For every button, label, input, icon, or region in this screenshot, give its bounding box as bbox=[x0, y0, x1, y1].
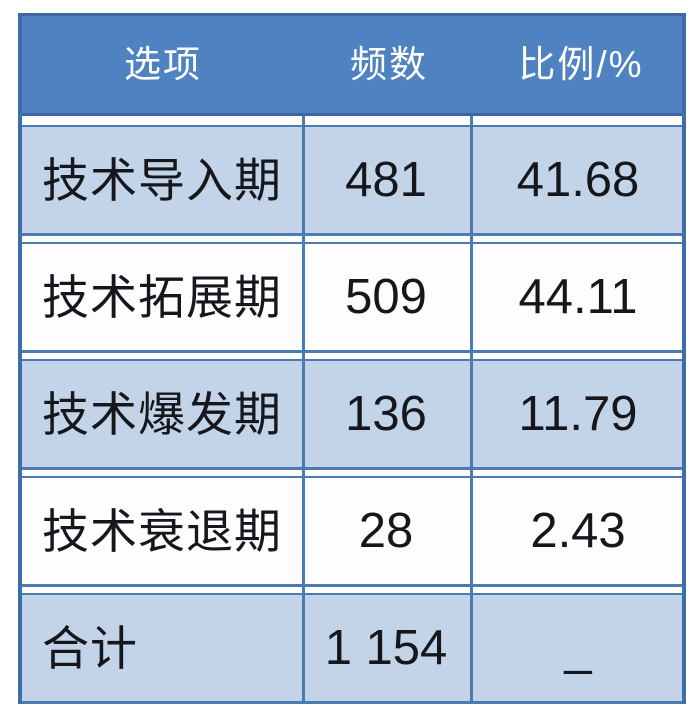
cell-frequency: 136 bbox=[345, 386, 427, 441]
column-header-option: 选项 bbox=[124, 44, 202, 85]
cell-frequency: 481 bbox=[345, 152, 427, 207]
cell-percent: 44.11 bbox=[518, 269, 638, 324]
cell-frequency: 509 bbox=[345, 269, 427, 324]
table-border-right bbox=[682, 13, 686, 704]
table-row: 技术导入期 481 41.68 bbox=[18, 125, 686, 236]
table-row-total: 合计 1 154 _ bbox=[18, 593, 686, 704]
table-row: 技术拓展期 509 44.11 bbox=[18, 242, 686, 353]
cell-frequency-total: 1 154 bbox=[324, 620, 448, 675]
cell-percent-total: _ bbox=[564, 620, 592, 675]
cell-option: 技术导入期 bbox=[42, 153, 282, 207]
cell-percent: 2.43 bbox=[530, 503, 626, 558]
cell-frequency: 28 bbox=[358, 503, 414, 558]
table-header-row: 选项 频数 比例/% bbox=[18, 13, 686, 116]
cell-percent: 41.68 bbox=[516, 152, 640, 207]
column-header-percent: 比例/% bbox=[518, 44, 644, 85]
column-divider-line bbox=[470, 116, 473, 704]
table-row: 技术爆发期 136 11.79 bbox=[18, 359, 686, 470]
cell-option: 技术拓展期 bbox=[42, 270, 282, 324]
table-row: 技术衰退期 28 2.43 bbox=[18, 476, 686, 587]
frequency-table: 选项 频数 比例/% 技术导入期 481 41.68 技术拓展期 509 44.… bbox=[18, 13, 686, 704]
cell-option: 技术爆发期 bbox=[42, 387, 282, 441]
cell-option-total: 合计 bbox=[42, 621, 138, 675]
column-divider-line bbox=[302, 116, 305, 704]
cell-option: 技术衰退期 bbox=[42, 504, 282, 558]
column-header-frequency: 频数 bbox=[350, 44, 428, 85]
cell-percent: 11.79 bbox=[518, 386, 638, 441]
table-border-left bbox=[18, 13, 22, 704]
